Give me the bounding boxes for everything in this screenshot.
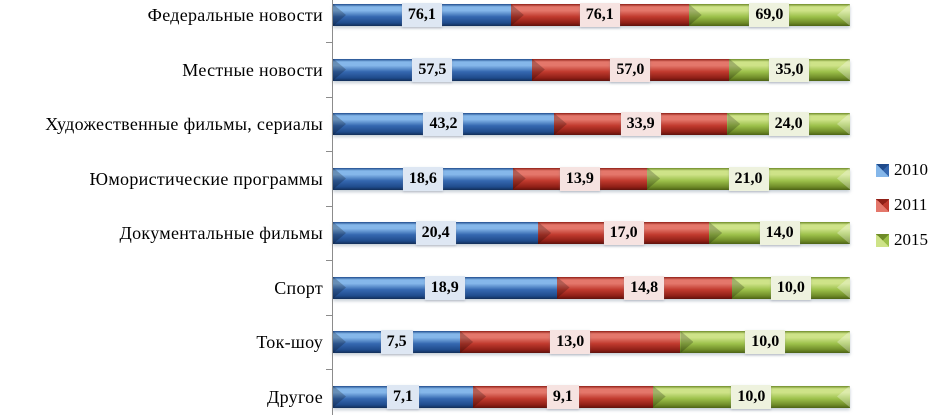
- bar-segment-2010: 57,5: [333, 57, 532, 82]
- legend-label: 2010: [894, 160, 928, 179]
- value-label: 10,0: [731, 384, 772, 409]
- axis-tick: [326, 151, 333, 153]
- value-label: 57,5: [412, 57, 453, 82]
- value-label: 24,0: [768, 112, 809, 136]
- bar-segment-2015: 14,0: [709, 221, 850, 245]
- legend-marker-icon: [876, 233, 889, 247]
- legend-label: 2011: [894, 195, 928, 214]
- legend-marker-icon: [876, 198, 889, 212]
- value-label: 76,1: [401, 3, 442, 27]
- axis-tick: [326, 96, 333, 98]
- bar-segment-2011: 33,9: [553, 112, 728, 136]
- bar-segment-2010: 43,2: [333, 112, 554, 136]
- value-label: 57,0: [610, 57, 651, 82]
- axis-tick: [326, 205, 333, 207]
- bar-row: 43,2 33,9 24,0: [333, 112, 850, 136]
- bar-row: 20,4 17,0 14,0: [333, 221, 850, 245]
- value-label: 10,0: [770, 275, 811, 300]
- value-label: 21,0: [728, 166, 769, 191]
- bar-segment-2010: 18,6: [333, 166, 513, 191]
- category-label: Юмористические программы: [89, 168, 323, 189]
- bar-segment-2011: 57,0: [531, 57, 729, 82]
- axis-tick: [326, 42, 333, 44]
- value-label: 7,5: [380, 330, 413, 354]
- value-label: 43,2: [423, 112, 464, 136]
- category-axis-line: [332, 0, 333, 415]
- bar-segment-2011: 14,8: [556, 275, 732, 300]
- bar-segment-2015: 35,0: [728, 57, 850, 82]
- bar-row: 76,1 76,1 69,0: [333, 3, 850, 27]
- bar-segment-2015: 10,0: [731, 275, 850, 300]
- category-label: Художественные фильмы, сериалы: [45, 114, 323, 134]
- value-label: 20,4: [415, 221, 456, 245]
- bar-segment-2010: 76,1: [333, 3, 511, 27]
- axis-tick: [326, 369, 333, 371]
- axis-tick: [326, 260, 333, 262]
- bar-segment-2015: 24,0: [727, 112, 850, 136]
- value-label: 18,9: [424, 275, 465, 300]
- bar-segment-2015: 10,0: [652, 384, 850, 409]
- value-label: 33,9: [620, 112, 661, 136]
- bar-row: 7,1 9,1 10,0: [333, 384, 850, 409]
- bar-segment-2011: 76,1: [510, 3, 689, 27]
- bar-segment-2011: 13,0: [460, 330, 681, 354]
- bar-segment-2015: 21,0: [647, 166, 850, 191]
- value-label: 9,1: [546, 384, 579, 409]
- value-label: 17,0: [603, 221, 644, 245]
- value-label: 13,0: [550, 330, 591, 354]
- category-label: Ток-шоу: [256, 332, 323, 352]
- value-label: 10,0: [745, 330, 786, 354]
- value-label: 35,0: [769, 57, 810, 82]
- category-label: Местные новости: [182, 59, 323, 80]
- bar-segment-2010: 7,5: [333, 330, 461, 354]
- value-label: 7,1: [387, 384, 420, 409]
- legend-item-2011: 2011: [876, 193, 928, 217]
- bar-segment-2011: 13,9: [512, 166, 648, 191]
- value-label: 14,0: [759, 221, 800, 245]
- legend-item-2010: 2010: [876, 158, 928, 182]
- category-label: Другое: [267, 386, 323, 407]
- legend-marker-icon: [876, 163, 889, 177]
- value-label: 14,8: [624, 275, 665, 300]
- bar-segment-2010: 7,1: [333, 384, 474, 409]
- category-label: Документальные фильмы: [119, 223, 323, 243]
- axis-tick: [326, 314, 333, 316]
- value-label: 76,1: [579, 3, 620, 27]
- value-label: 13,9: [559, 166, 600, 191]
- category-label: Спорт: [274, 277, 323, 298]
- category-label: Федеральные новости: [147, 5, 323, 25]
- bar-segment-2011: 17,0: [538, 221, 710, 245]
- bar-segment-2015: 10,0: [680, 330, 850, 354]
- bar-row: 18,9 14,8 10,0: [333, 275, 850, 300]
- bar-row: 7,5 13,0 10,0: [333, 330, 850, 354]
- bar-row: 18,6 13,9 21,0: [333, 166, 850, 191]
- bar-row: 57,5 57,0 35,0: [333, 57, 850, 82]
- bar-segment-2010: 18,9: [333, 275, 557, 300]
- legend-label: 2015: [894, 230, 928, 249]
- legend: 2010 2011 2015: [876, 158, 928, 252]
- bar-segment-2011: 9,1: [473, 384, 653, 409]
- value-label: 18,6: [402, 166, 443, 191]
- legend-item-2015: 2015: [876, 228, 928, 252]
- bar-segment-2015: 69,0: [688, 3, 850, 27]
- value-label: 69,0: [749, 3, 790, 27]
- bar-segment-2010: 20,4: [333, 221, 539, 245]
